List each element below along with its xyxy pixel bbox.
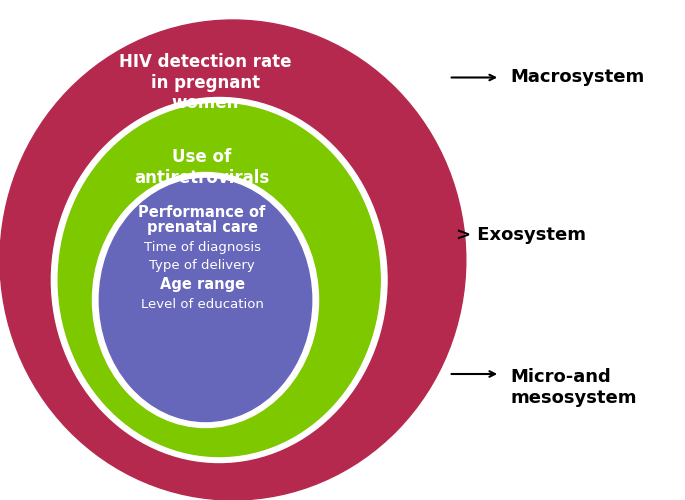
- Text: HIV detection rate
in pregnant
women: HIV detection rate in pregnant women: [119, 52, 292, 112]
- Text: Age range: Age range: [160, 278, 245, 292]
- Text: Level of education: Level of education: [140, 298, 264, 310]
- Ellipse shape: [58, 104, 380, 457]
- Text: Type of delivery: Type of delivery: [149, 260, 255, 272]
- Ellipse shape: [51, 98, 387, 462]
- Text: Macrosystem: Macrosystem: [510, 68, 645, 86]
- Text: > Exosystem: > Exosystem: [456, 226, 586, 244]
- Ellipse shape: [92, 172, 319, 428]
- Text: Use of
antiretrovirals: Use of antiretrovirals: [134, 148, 270, 187]
- Text: Time of diagnosis: Time of diagnosis: [144, 241, 260, 254]
- Ellipse shape: [99, 178, 312, 422]
- Text: prenatal care: prenatal care: [147, 220, 258, 235]
- Text: Micro-and
mesosystem: Micro-and mesosystem: [510, 368, 637, 407]
- Ellipse shape: [0, 20, 466, 500]
- Text: Performance of: Performance of: [138, 205, 266, 220]
